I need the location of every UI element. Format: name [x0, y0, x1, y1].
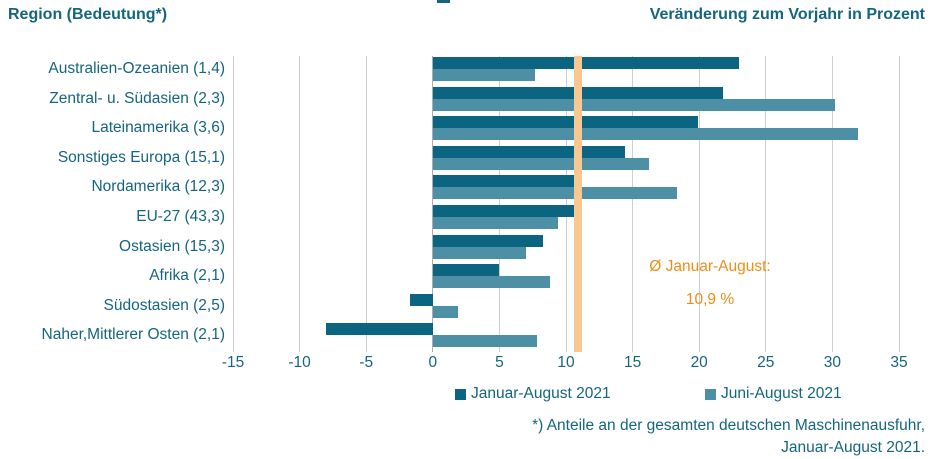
bar-januar-august: [326, 323, 433, 336]
bar-juni-august: [432, 187, 677, 200]
category-label: Nordamerika (12,3): [91, 178, 225, 196]
category-label: Naher,Mittlerer Osten (2,1): [41, 326, 225, 344]
bar-juni-august: [432, 217, 558, 229]
x-tick-label: -5: [359, 354, 374, 371]
gridline: [831, 56, 833, 352]
legend-swatch-juni-august: [705, 388, 716, 400]
x-tick-label: 25: [757, 354, 775, 371]
plot-area: [232, 56, 900, 352]
bar-juni-august: [432, 305, 459, 318]
bar-januar-august: [432, 175, 580, 188]
legend-label-januar-august: Januar-August 2021: [471, 385, 611, 402]
bar-januar-august: [432, 234, 544, 247]
category-label: Lateinamerika (3,6): [91, 119, 225, 137]
gridline: [299, 56, 301, 352]
legend-swatch-januar-august: [455, 388, 466, 400]
bar-juni-august: [432, 276, 550, 289]
gridline: [698, 56, 700, 352]
x-tick-label: -10: [288, 354, 311, 371]
bar-januar-august: [432, 205, 576, 217]
x-tick-label: 35: [890, 354, 908, 371]
category-label: Sonstiges Europa (15,1): [57, 148, 225, 166]
bar-januar-august: [410, 293, 433, 306]
gridline: [232, 56, 234, 352]
category-label: EU-27 (43,3): [136, 208, 225, 225]
average-line: [573, 56, 582, 352]
gridline: [765, 56, 767, 352]
gridline: [565, 56, 567, 352]
bar-januar-august: [432, 116, 698, 129]
gridline: [632, 56, 634, 352]
bar-juni-august: [432, 246, 527, 259]
category-label: Afrika (2,1): [149, 267, 225, 285]
footnote: *) Anteile an der gesamten deutschen Mas…: [532, 415, 925, 459]
x-tick-label: -15: [221, 354, 245, 371]
bar-juni-august: [432, 98, 836, 111]
x-axis-title: Veränderung zum Vorjahr in Prozent: [649, 6, 925, 23]
category-label: Ostasien (15,3): [119, 237, 225, 255]
bar-januar-august: [432, 145, 625, 158]
x-tick-label: 10: [557, 354, 575, 371]
bar-januar-august: [432, 57, 740, 69]
footnote-line-2: Januar-August 2021.: [781, 439, 925, 456]
average-annotation-label: Ø Januar-August:: [649, 258, 771, 275]
average-annotation-value: 10,9 %: [685, 291, 735, 308]
gridline: [498, 56, 500, 352]
category-label: Südostasien (2,5): [103, 296, 226, 314]
zero-gridline: [432, 56, 434, 352]
bar-juni-august: [432, 128, 858, 141]
legend-item-januar-august: Januar-August 2021: [455, 385, 611, 403]
x-tick-label: 20: [690, 354, 708, 371]
x-tick-label: 0: [428, 354, 438, 371]
category-label: Australien-Ozeanien (1,4): [48, 60, 225, 77]
bar-januar-august: [432, 264, 500, 277]
x-tick-label: 15: [623, 354, 642, 371]
bar-juni-august: [432, 335, 537, 348]
y-axis-title: Region (Bedeutung*): [8, 6, 168, 23]
cropped-title-remnant: [437, 0, 450, 3]
x-tick-label: 5: [495, 354, 504, 371]
legend-label-juni-august: Juni-August 2021: [721, 385, 842, 402]
gridline: [898, 56, 900, 352]
bar-juni-august: [432, 69, 536, 81]
x-tick-label: 30: [823, 354, 842, 371]
legend-item-juni-august: Juni-August 2021: [705, 385, 842, 403]
category-label: Zentral- u. Südasien (2,3): [49, 89, 225, 107]
footnote-line-1: *) Anteile an der gesamten deutschen Mas…: [532, 417, 925, 434]
gridline: [365, 56, 367, 352]
bar-juni-august: [432, 157, 649, 170]
